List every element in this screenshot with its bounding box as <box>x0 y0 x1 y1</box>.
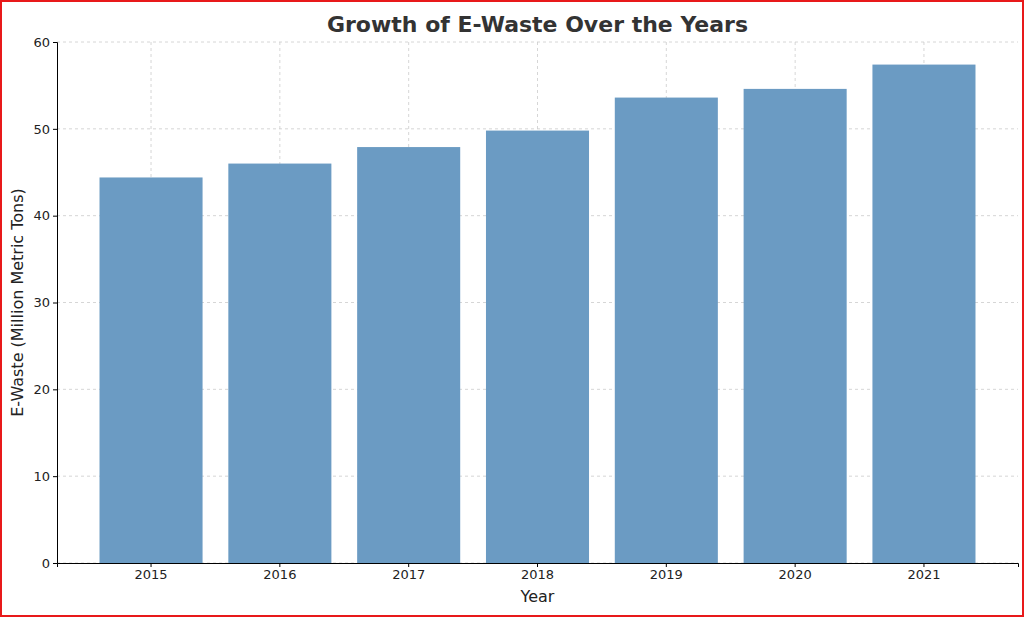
grid <box>57 42 1018 563</box>
tick-label: 2016 <box>263 567 296 582</box>
tick: 60 <box>33 35 57 50</box>
chart: 0 10 20 30 40 50 60 2015 2016 2017 2018 2019 2020 202… <box>0 0 1024 617</box>
bar <box>228 164 331 563</box>
bar <box>357 147 460 563</box>
tick-mark <box>53 216 57 217</box>
tick-mark <box>53 129 57 130</box>
tick-mark <box>53 303 57 304</box>
tick-mark <box>53 42 57 43</box>
tick-mark <box>53 563 57 564</box>
tick: 2016 <box>263 563 296 582</box>
x-axis: 2015 2016 2017 2018 2019 2020 2021 <box>58 563 1019 582</box>
bar <box>744 89 847 563</box>
tick-label: 60 <box>33 35 50 50</box>
tick-mark <box>53 476 57 477</box>
tick: 2015 <box>134 563 167 582</box>
bar <box>615 98 718 563</box>
tick: 0 <box>42 556 57 571</box>
tick-label: 2015 <box>134 567 167 582</box>
bar <box>100 177 203 563</box>
tick-mark <box>53 389 57 390</box>
axis-line <box>53 43 58 564</box>
tick-label: 40 <box>33 208 50 223</box>
tick-label: 20 <box>33 382 50 397</box>
tick: 2018 <box>521 563 554 582</box>
tick-label: 30 <box>33 295 50 310</box>
tick: 50 <box>33 121 57 136</box>
plot: 0 10 20 30 40 50 60 2015 2016 2017 2018 2019 2020 202… <box>33 35 1018 583</box>
tick-label: 0 <box>42 556 50 571</box>
tick-label: 2019 <box>650 567 683 582</box>
y-axis-label: E-Waste (Million Metric Tons) <box>8 188 27 417</box>
tick: 40 <box>33 208 57 223</box>
bar <box>486 131 589 563</box>
tick: 10 <box>33 469 57 484</box>
y-axis: 0 10 20 30 40 50 60 <box>33 35 57 571</box>
tick-label: 2018 <box>521 567 554 582</box>
tick-label: 10 <box>33 469 50 484</box>
tick: 2021 <box>907 563 940 582</box>
tick: 2017 <box>392 563 425 582</box>
tick: 20 <box>33 382 57 397</box>
tick-label: 2021 <box>907 567 940 582</box>
tick: 30 <box>33 295 57 310</box>
title: Growth of E-Waste Over the Years <box>327 12 748 37</box>
tick-label: 50 <box>33 121 50 136</box>
tick: 2019 <box>650 563 683 582</box>
tick-label: 2017 <box>392 567 425 582</box>
tick-label: 2020 <box>779 567 812 582</box>
frame <box>1 1 1023 616</box>
tick: 2020 <box>779 563 812 582</box>
bar <box>872 65 975 563</box>
bars <box>100 65 976 563</box>
x-axis-label: Year <box>520 587 555 606</box>
